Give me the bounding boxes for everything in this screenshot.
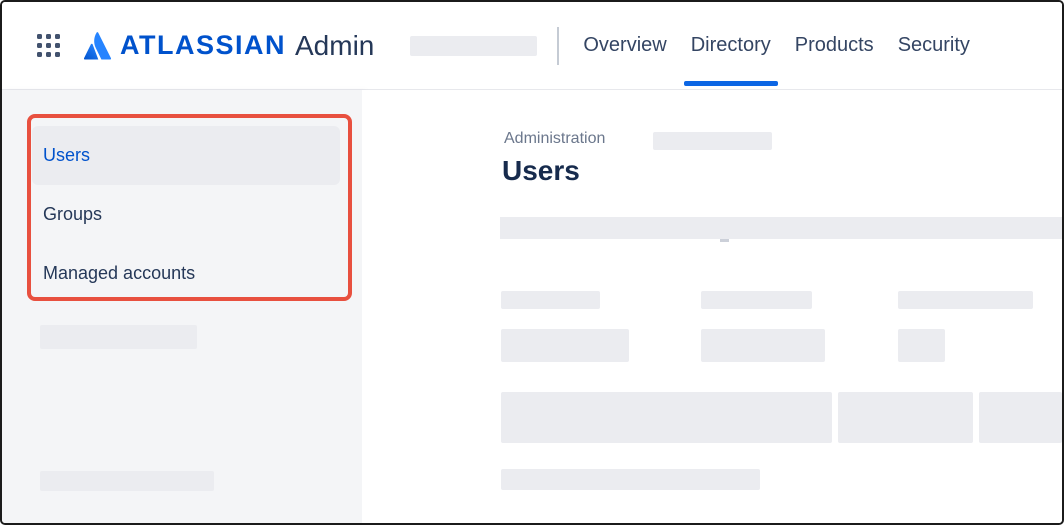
admin-product-name: Admin [295,29,375,61]
sidebar-item-managed-accounts[interactable]: Managed accounts [43,263,196,283]
page-title: Users [502,155,580,186]
redacted-dropdown-caret [720,239,729,242]
redacted-row [838,392,973,443]
atlassian-wordmark: ATLASSIAN [120,30,286,60]
redacted-field [898,329,945,362]
tab-products[interactable]: Products [794,34,874,56]
header-divider [557,26,560,65]
redacted-text [501,469,760,490]
redacted-sidebar-item [40,471,214,491]
sidebar-item-groups[interactable]: Groups [43,204,103,224]
redacted-field [501,329,629,362]
redacted-breadcrumb-segment [653,132,772,150]
redacted-label [898,291,1033,309]
directory-sidebar: Users Groups Managed accounts [2,90,362,523]
tab-directory[interactable]: Directory [683,2,778,90]
redacted-label [701,291,812,309]
atlassian-logo-icon [84,31,111,59]
app-switcher-icon[interactable] [37,33,61,58]
redacted-field [701,329,825,362]
redacted-row [979,392,1062,443]
redacted-sidebar-item [40,325,197,349]
tab-security[interactable]: Security [897,34,970,56]
redacted-org-name [410,35,538,56]
redacted-label [501,291,600,309]
sidebar-item-users[interactable]: Users [32,126,340,185]
breadcrumb: Administration [504,130,606,147]
top-navigation-bar: ATLASSIAN Admin Overview Directory Produ… [2,2,1062,90]
main-content: Administration Users [362,90,1062,523]
redacted-toolbar [500,217,1062,239]
top-nav-tabs: Overview Directory Products Security [583,2,970,90]
redacted-row [501,392,832,443]
tab-overview[interactable]: Overview [583,34,667,56]
